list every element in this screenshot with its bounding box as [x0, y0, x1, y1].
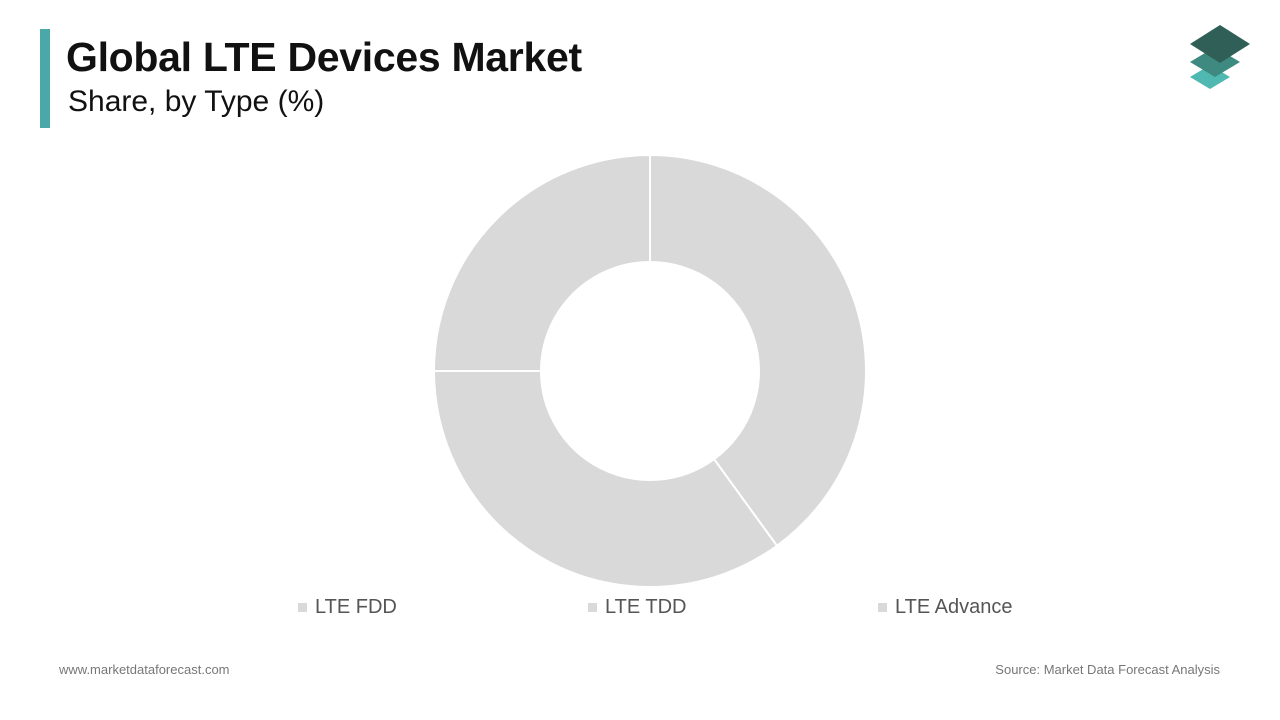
- donut-slice-lte-tdd: [432, 370, 779, 588]
- donut-slice-lte-advance: [432, 153, 651, 372]
- donut-slice-lte-fdd: [649, 153, 867, 548]
- source-note: Source: Market Data Forecast Analysis: [995, 662, 1220, 677]
- chart-title: Global LTE Devices Market: [66, 34, 582, 80]
- legend-item-lte-fdd: LTE FDD: [298, 595, 397, 619]
- legend-item-lte-tdd: LTE TDD: [588, 595, 687, 619]
- legend-swatch: [588, 602, 597, 612]
- title-accent-bar: [40, 29, 50, 128]
- legend-swatch: [298, 602, 307, 612]
- logo-layer-top: [1190, 25, 1250, 63]
- legend-item-lte-advance: LTE Advance: [878, 595, 1012, 619]
- legend-label: LTE TDD: [605, 595, 687, 618]
- legend-label: LTE FDD: [315, 595, 397, 618]
- chart-subtitle: Share, by Type (%): [68, 85, 325, 118]
- legend-label: LTE Advance: [895, 595, 1013, 618]
- website-url: www.marketdataforecast.com: [59, 662, 230, 677]
- stacked-layers-logo-icon: [1190, 25, 1250, 89]
- legend-swatch: [878, 602, 887, 612]
